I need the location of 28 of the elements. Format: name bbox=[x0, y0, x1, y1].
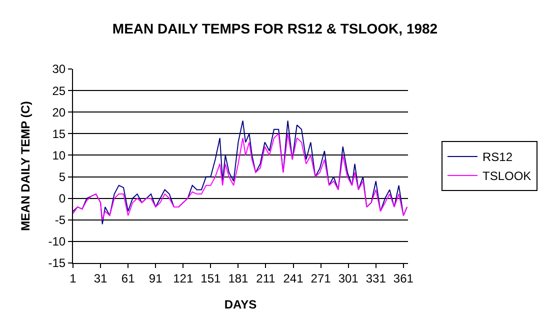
y-tick-label: 30 bbox=[52, 62, 66, 76]
y-axis-title: MEAN DAILY TEMP (C) bbox=[18, 101, 33, 231]
x-tick-label: 181 bbox=[228, 271, 249, 286]
y-tick-label: -10 bbox=[48, 234, 66, 249]
x-tick-label: 361 bbox=[393, 271, 414, 286]
x-tick-label: 301 bbox=[338, 271, 359, 286]
x-tick-label: 61 bbox=[121, 271, 136, 286]
x-tick-label: 211 bbox=[256, 271, 276, 286]
y-tick-label: 5 bbox=[58, 170, 66, 184]
legend-label: RS12 bbox=[482, 150, 513, 164]
y-tick-label: -15 bbox=[48, 256, 66, 270]
legend-label: TSLOOK bbox=[482, 169, 532, 184]
x-tick-label: 271 bbox=[310, 271, 332, 286]
y-tick-label: 10 bbox=[52, 148, 66, 162]
x-tick-label: 241 bbox=[283, 271, 304, 286]
x-tick-label: 121 bbox=[173, 271, 194, 286]
x-tick-label: 1 bbox=[70, 271, 77, 286]
y-tick-label: 25 bbox=[52, 84, 66, 98]
x-tick-label: 91 bbox=[148, 271, 163, 286]
x-tick-label: 151 bbox=[200, 271, 221, 286]
y-tick-label: -5 bbox=[54, 213, 66, 228]
x-tick-label: 331 bbox=[366, 271, 386, 286]
x-axis-title: DAYS bbox=[224, 297, 257, 312]
chart-title: MEAN DAILY TEMPS FOR RS12 & TSLOOK, 1982 bbox=[112, 20, 438, 36]
y-tick-label: 15 bbox=[52, 126, 66, 141]
x-tick-label: 31 bbox=[94, 271, 108, 286]
y-tick-label: 0 bbox=[58, 192, 66, 206]
y-tick-label: 20 bbox=[52, 105, 66, 120]
